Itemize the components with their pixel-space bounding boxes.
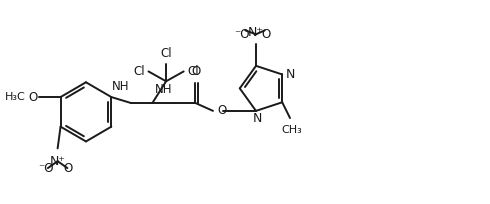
Text: O: O xyxy=(192,65,201,78)
Text: NH: NH xyxy=(112,80,130,93)
Text: O: O xyxy=(261,28,270,41)
Text: O: O xyxy=(64,162,73,175)
Text: Cl: Cl xyxy=(133,65,145,78)
Text: O: O xyxy=(218,104,227,117)
Text: Cl: Cl xyxy=(160,47,172,60)
Text: CH₃: CH₃ xyxy=(282,125,302,135)
Text: ⁻O: ⁻O xyxy=(235,28,250,41)
Text: Cl: Cl xyxy=(188,65,199,78)
Text: N⁺: N⁺ xyxy=(248,26,264,39)
Text: ⁻O: ⁻O xyxy=(38,162,53,175)
Text: N: N xyxy=(286,68,295,81)
Text: H₃C: H₃C xyxy=(4,92,25,102)
Text: N⁺: N⁺ xyxy=(49,155,66,168)
Text: N: N xyxy=(252,112,262,125)
Text: O: O xyxy=(29,91,38,104)
Text: NH: NH xyxy=(154,83,172,96)
